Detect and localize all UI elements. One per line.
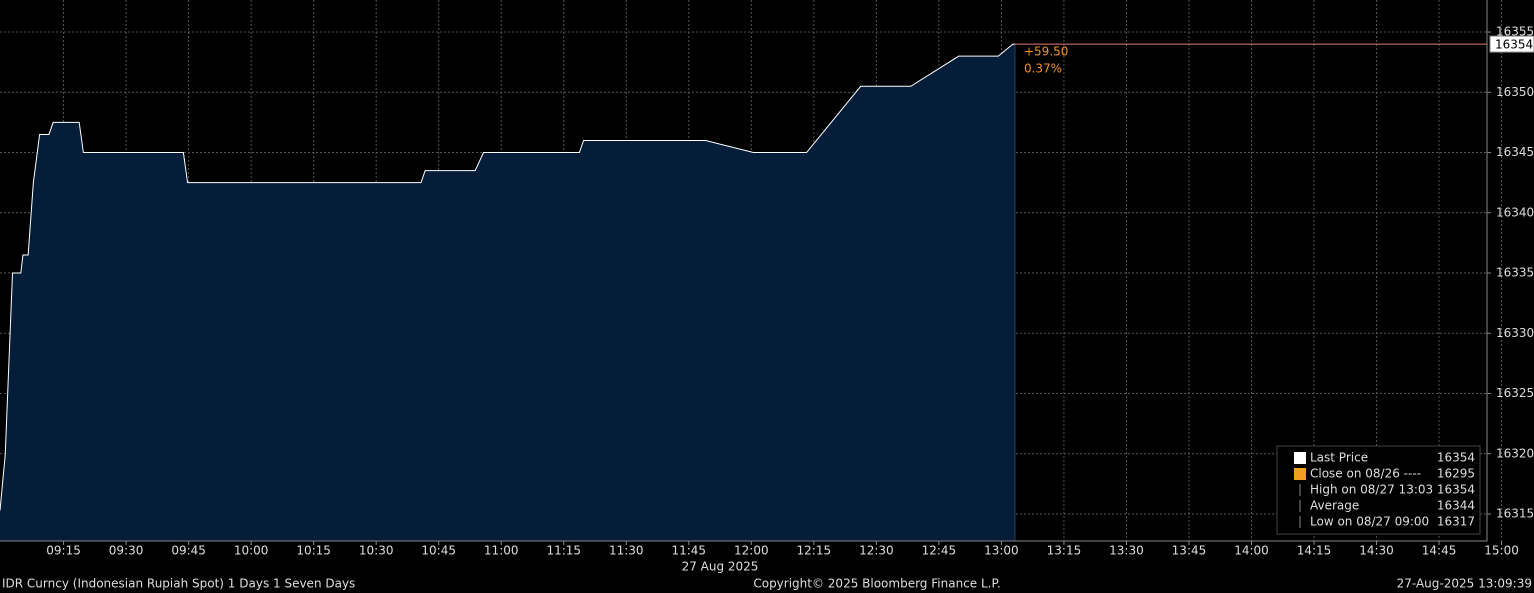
legend-swatch [1294,452,1306,464]
footer-right: 27-Aug-2025 13:09:39 [1397,577,1532,591]
change-pct-annotation: 0.37% [1024,62,1062,76]
x-tick-label: 12:00 [734,544,769,558]
legend-value: 16317 [1437,515,1475,529]
x-tick-label: 10:00 [234,544,269,558]
x-tick-label: 09:15 [46,544,81,558]
footer-left: IDR Curncy (Indonesian Rupiah Spot) 1 Da… [2,577,355,591]
y-tick-label: 16330 [1496,326,1534,340]
x-tick-label: 10:30 [359,544,394,558]
y-tick-label: 16320 [1496,446,1534,460]
y-tick-label: 16350 [1496,85,1534,99]
x-tick-label: 14:15 [1297,544,1332,558]
x-tick-label: 11:45 [671,544,706,558]
legend-label: Average [1310,499,1359,513]
x-tick-label: 11:00 [484,544,519,558]
x-tick-label: 13:00 [984,544,1019,558]
x-tick-label: 10:45 [421,544,456,558]
plot [0,43,1016,541]
legend-label: High on 08/27 13:03 [1310,483,1433,497]
legend-value: 16354 [1437,451,1475,465]
legend-value: 16354 [1437,483,1475,497]
last-price-box [1489,35,1534,53]
y-tick-label: 16315 [1496,507,1534,521]
change-annotation: +59.50 [1024,45,1068,59]
x-tick-label: 12:15 [797,544,832,558]
x-tick-label: 14:45 [1422,544,1457,558]
x-tick-label: 11:15 [546,544,581,558]
x-tick-label: 13:15 [1047,544,1082,558]
y-tick-label: 16340 [1496,205,1534,219]
legend-label: Close on 08/26 ---- [1310,467,1421,481]
legend-label: Last Price [1310,451,1368,465]
y-tick-label: 16325 [1496,386,1534,400]
x-tick-label: 10:15 [296,544,331,558]
y-tick-label: 16335 [1496,266,1534,280]
x-tick-label: 13:30 [1109,544,1144,558]
x-tick-label: 11:30 [609,544,644,558]
line [0,43,1015,511]
area [0,44,1015,541]
legend: Last Price 16354 Close on 08/26 ---- 16295 H… [1294,451,1475,529]
x-date-label: 27 Aug 2025 [682,560,759,574]
x-tick-label: 12:45 [922,544,957,558]
footer-center: Copyright© 2025 Bloomberg Finance L.P. [753,577,1000,591]
legend-value: 16295 [1437,467,1475,481]
y-tick-label: 16345 [1496,145,1534,159]
legend-box [1276,445,1481,535]
x-tick-label: 12:30 [859,544,894,558]
x-tick-label: 13:45 [1172,544,1207,558]
x-tick-label: 14:30 [1359,544,1394,558]
x-tick-label: 14:00 [1234,544,1269,558]
y-tick-label: 16355 [1496,25,1534,39]
legend-label: Low on 08/27 09:00 [1310,515,1429,529]
x-tick-label: 09:45 [171,544,206,558]
legend-value: 16344 [1437,499,1475,513]
x-tick-label: 15:00 [1484,544,1519,558]
x-tick-label: 09:30 [109,544,144,558]
legend-swatch [1294,468,1306,480]
last-price-label: 16354 [1495,38,1533,52]
